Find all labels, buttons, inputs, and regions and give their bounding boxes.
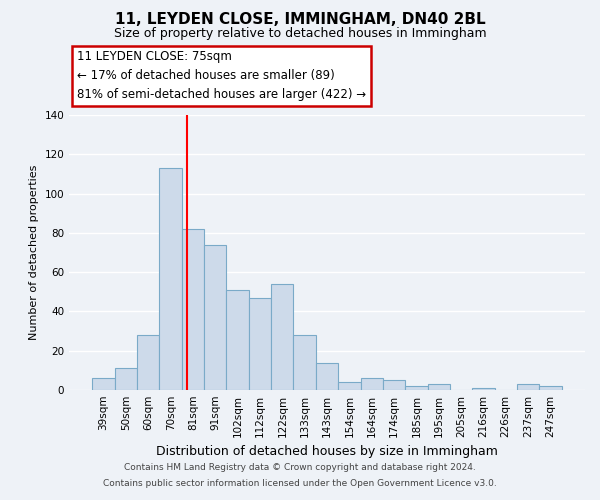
Y-axis label: Number of detached properties: Number of detached properties [29, 165, 39, 340]
Bar [472, 388, 494, 390]
Text: Contains public sector information licensed under the Open Government Licence v3: Contains public sector information licen… [103, 478, 497, 488]
X-axis label: Distribution of detached houses by size in Immingham: Distribution of detached houses by size … [156, 446, 498, 458]
Bar [383, 380, 405, 390]
Bar [539, 386, 562, 390]
Bar [160, 168, 182, 390]
Text: 11, LEYDEN CLOSE, IMMINGHAM, DN40 2BL: 11, LEYDEN CLOSE, IMMINGHAM, DN40 2BL [115, 12, 485, 28]
Text: Contains HM Land Registry data © Crown copyright and database right 2024.: Contains HM Land Registry data © Crown c… [124, 464, 476, 472]
Bar [338, 382, 361, 390]
Bar [92, 378, 115, 390]
Bar [204, 244, 226, 390]
Bar [249, 298, 271, 390]
Bar [182, 229, 204, 390]
Bar [293, 335, 316, 390]
Bar [405, 386, 428, 390]
Bar [137, 335, 160, 390]
Bar [226, 290, 249, 390]
Text: Size of property relative to detached houses in Immingham: Size of property relative to detached ho… [113, 28, 487, 40]
Bar [517, 384, 539, 390]
Bar [428, 384, 450, 390]
Bar [115, 368, 137, 390]
Text: 11 LEYDEN CLOSE: 75sqm
← 17% of detached houses are smaller (89)
81% of semi-det: 11 LEYDEN CLOSE: 75sqm ← 17% of detached… [77, 50, 366, 101]
Bar [316, 362, 338, 390]
Bar [271, 284, 293, 390]
Bar [361, 378, 383, 390]
